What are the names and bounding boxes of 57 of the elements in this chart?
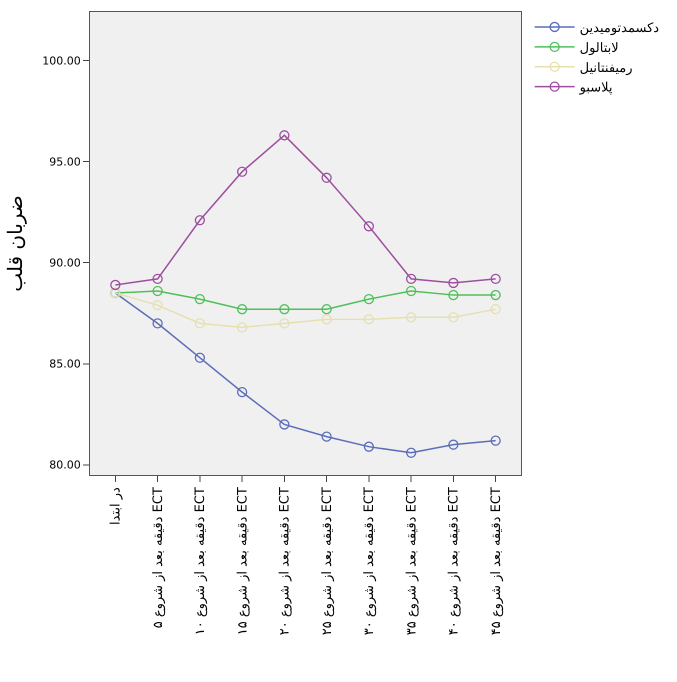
y-tick-label: 95.00 bbox=[49, 155, 81, 168]
x-tick-label: ۵ دقیقه بعد از شروع ECT bbox=[150, 487, 166, 628]
x-tick-label: ۴۰ دقیقه بعد از شروع ECT bbox=[446, 487, 462, 636]
point bbox=[279, 318, 290, 329]
x-tick-label: ۴۵ دقیقه بعد از شروع ECT bbox=[488, 487, 504, 636]
point bbox=[279, 130, 290, 140]
point bbox=[279, 304, 290, 314]
point bbox=[194, 318, 206, 329]
point bbox=[236, 322, 248, 333]
point bbox=[152, 318, 163, 329]
legend-label: پلاسبو bbox=[578, 80, 613, 96]
legend-label: لابتالول bbox=[580, 40, 619, 56]
legend-label: دکسمدتومیدین bbox=[580, 21, 660, 36]
point bbox=[448, 278, 459, 288]
point bbox=[364, 221, 374, 232]
point bbox=[279, 419, 290, 430]
x-tick-label: ۱۰ دقیقه بعد از شروع ECT bbox=[193, 487, 208, 636]
point bbox=[236, 304, 248, 314]
y-axis-title: ضربان قلب bbox=[2, 195, 27, 292]
point bbox=[490, 304, 501, 314]
point bbox=[321, 314, 332, 324]
point bbox=[236, 166, 248, 177]
point bbox=[364, 294, 374, 304]
x-tick-label: ۳۰ دقیقه بعد از شروع ECT bbox=[362, 487, 378, 636]
point bbox=[236, 386, 248, 398]
point bbox=[321, 431, 332, 442]
point bbox=[194, 215, 206, 226]
point bbox=[152, 286, 163, 296]
point bbox=[364, 314, 374, 324]
y-tick-label: 90.00 bbox=[49, 256, 81, 270]
point bbox=[448, 290, 459, 300]
point bbox=[448, 440, 459, 450]
point bbox=[448, 312, 459, 322]
x-tick-label: ۲۵ دقیقه بعد از شروع ECT bbox=[320, 487, 335, 636]
point bbox=[152, 300, 163, 310]
legend-label: رمیفنتانیل bbox=[580, 60, 633, 76]
x-tick-label: در ابتدا bbox=[108, 487, 124, 525]
y-tick-label: 85.00 bbox=[49, 358, 81, 371]
point bbox=[406, 274, 416, 284]
y-tick-label: 80.00 bbox=[49, 458, 81, 472]
point bbox=[364, 442, 374, 452]
point bbox=[194, 352, 206, 363]
point bbox=[110, 280, 120, 290]
point bbox=[321, 304, 332, 314]
y-tick-label: 100.00 bbox=[42, 54, 81, 68]
x-tick-label: ۱۵ دقیقه بعد از شروع ECT bbox=[235, 487, 250, 636]
point bbox=[194, 294, 206, 304]
point bbox=[490, 435, 501, 446]
x-tick-label: ۲۰ دقیقه بعد از شروع ECT bbox=[278, 487, 293, 636]
point bbox=[490, 290, 501, 300]
point bbox=[406, 286, 416, 296]
point bbox=[321, 172, 332, 183]
point bbox=[406, 448, 416, 458]
point bbox=[490, 274, 501, 284]
point bbox=[152, 274, 163, 284]
x-tick-label: ۳۵ دقیقه بعد از شروع ECT bbox=[404, 487, 420, 636]
point bbox=[406, 312, 416, 322]
